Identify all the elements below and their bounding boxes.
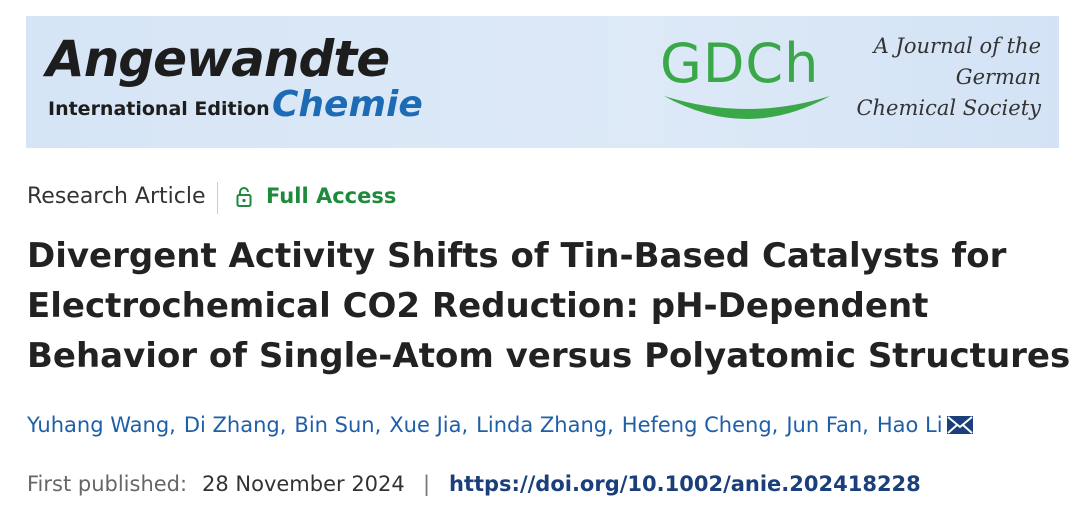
journal-name: Angewandte: [46, 30, 390, 88]
article-title: Electrochemical CO2 Reduction: pH-Depend…: [27, 286, 929, 326]
logo-arc: [664, 96, 830, 119]
journal-subname: Chemie: [272, 84, 423, 125]
society-text: German: [955, 65, 1041, 89]
author-separator: ,: [862, 413, 869, 437]
author-separator: ,: [461, 413, 469, 437]
divider: |: [423, 472, 431, 496]
author-list: Yuhang Wang, Di Zhang, Bin Sun, Xue Jia, Lin…: [27, 413, 973, 437]
society-text: A Journal of the: [873, 34, 1041, 58]
access-label[interactable]: Full Access: [266, 184, 397, 208]
divider-line: [217, 182, 218, 214]
author-separator: ,: [607, 413, 614, 437]
author-name[interactable]: Yuhang Wang: [27, 413, 170, 437]
author-separator: ,: [279, 413, 287, 437]
author-name[interactable]: Di Zhang: [183, 413, 280, 437]
society-text: Chemical Society: [856, 96, 1041, 120]
edition: International Edition: [48, 98, 270, 120]
society-logo: GDCh: [660, 32, 820, 95]
article-title: Behavior of Single-Atom versus Polyatomi…: [27, 336, 1071, 376]
doi-link[interactable]: https://doi.org/10.1002/anie.202418228: [449, 472, 921, 496]
author-name[interactable]: Hefeng Cheng: [621, 413, 772, 437]
email-icon[interactable]: [946, 416, 973, 434]
journal-banner: Angewandte International Edition Chemie …: [26, 16, 1059, 148]
author-name[interactable]: Bin Sun: [294, 413, 375, 437]
author-name[interactable]: Jun Fan: [786, 413, 863, 437]
article-title: Divergent Activity Shifts of Tin-Based C…: [27, 236, 1007, 276]
lock-icon: [236, 187, 252, 207]
published-label: First published:: [27, 472, 188, 496]
published-date: 28 November 2024: [202, 472, 405, 496]
author-separator: ,: [374, 413, 382, 437]
author-separator: ,: [771, 413, 779, 437]
author-name[interactable]: Xue Jia: [389, 413, 462, 437]
author-separator: ,: [169, 413, 176, 437]
author-name[interactable]: Linda Zhang: [476, 413, 608, 437]
author-name[interactable]: Hao Li: [876, 413, 943, 437]
article-type: Research Article: [27, 184, 206, 209]
